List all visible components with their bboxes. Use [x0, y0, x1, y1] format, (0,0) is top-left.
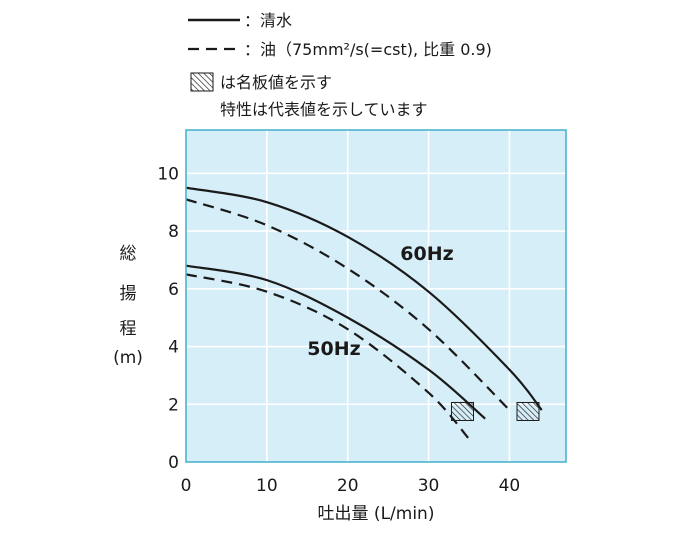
rated-point-60hz: [516, 401, 540, 421]
x-tick-label: 20: [337, 476, 359, 496]
x-axis-label: 吐出量 (L/min): [318, 504, 435, 524]
y-tick-label: 10: [157, 164, 179, 184]
y-tick-label: 4: [168, 338, 179, 358]
series-group: [186, 186, 543, 440]
y-tick-label: 8: [168, 222, 179, 242]
curve-label-50hz: 50Hz: [307, 338, 360, 360]
plot-frame: [185, 129, 567, 463]
rated-point-group: [451, 401, 540, 421]
y-axis-label-unit: (m): [113, 348, 143, 368]
y-axis: 0 2 4 6 8 10: [157, 164, 179, 473]
legend-note: 特性は代表値を示しています: [220, 100, 428, 119]
curve-label-60hz: 60Hz: [400, 243, 453, 265]
plot-area: [186, 130, 566, 462]
y-tick-label: 2: [168, 395, 179, 415]
legend: ：清水 ：油（75mm²/s(=cst), 比重 0.9) は名板値を示す 特性…: [188, 11, 492, 119]
rated-point-50hz: [451, 401, 475, 421]
y-axis-label: 総 揚 程 (m): [113, 244, 143, 368]
legend-hatch-label: は名板値を示す: [220, 73, 332, 92]
legend-hatch-swatch: [190, 72, 214, 92]
y-axis-label-char-1: 総: [120, 244, 137, 264]
series-60hz-dashed-line: [186, 198, 511, 411]
x-tick-label: 30: [418, 476, 440, 496]
y-axis-label-char-2: 揚: [120, 284, 137, 304]
curve-labels: 60Hz 50Hz: [307, 243, 453, 360]
y-tick-label: 6: [168, 280, 179, 300]
x-tick-label: 10: [256, 476, 278, 496]
series-50hz-solid-line: [186, 264, 486, 420]
series-60hz-solid-line: [186, 186, 543, 411]
legend-solid-label: ：清水: [244, 11, 292, 30]
legend-dashed-label: ：油（75mm²/s(=cst), 比重 0.9): [244, 40, 492, 59]
y-axis-label-char-3: 程: [120, 319, 137, 339]
series-50hz-dashed-line: [186, 273, 470, 440]
x-tick-label: 0: [181, 476, 192, 496]
y-tick-label: 0: [168, 453, 179, 473]
x-axis: 0 10 20 30 40: [181, 476, 521, 496]
x-tick-label: 40: [499, 476, 521, 496]
